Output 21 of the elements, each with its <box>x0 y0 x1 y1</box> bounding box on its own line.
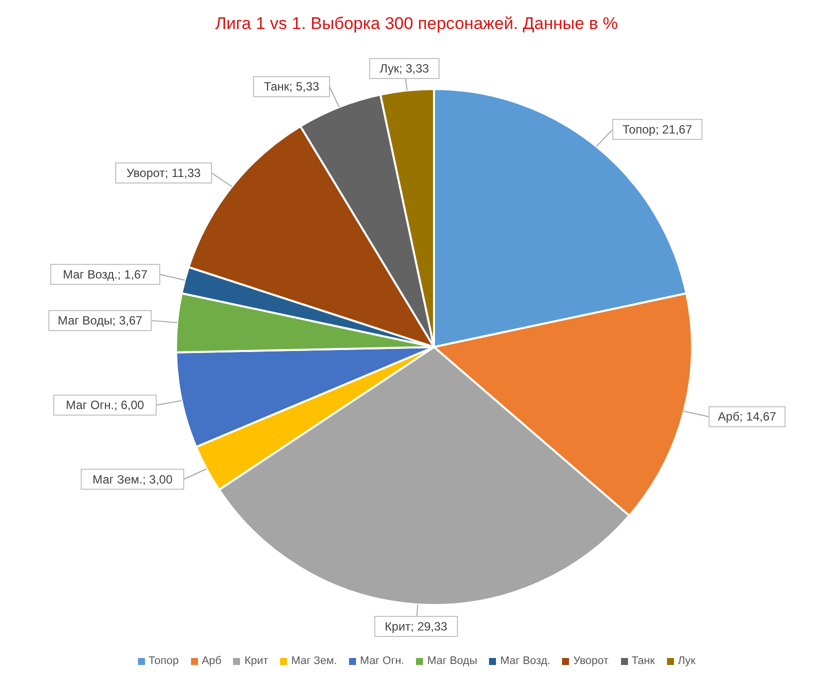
legend-label: Уворот <box>573 655 609 667</box>
legend-label: Лук <box>678 655 696 667</box>
data-label: Лук; 3,33 <box>380 62 430 76</box>
data-label: Маг Возд.; 1,67 <box>62 267 148 282</box>
chart-title: Лига 1 vs 1. Выборка 300 персонажей. Данные в % <box>214 14 619 34</box>
data-label: Маг Зем.; 3,00 <box>92 472 173 486</box>
data-label: Танк; 5,33 <box>264 80 320 94</box>
legend-label: Арб <box>202 655 222 667</box>
data-label: Крит; 29,33 <box>384 619 448 634</box>
data-label: Уворот; 11,33 <box>126 166 202 180</box>
legend-label: Маг Воды <box>427 655 478 667</box>
legend-label: Крит <box>244 655 268 667</box>
legend-label: Танк <box>632 655 655 667</box>
data-label: Маг Огн.; 6,00 <box>66 398 144 412</box>
data-label: Маг Воды; 3,67 <box>58 314 143 328</box>
data-label: Топор; 21,67 <box>622 122 692 136</box>
legend-label: Маг Зем. <box>291 655 338 667</box>
data-label: Арб; 14,67 <box>718 410 777 424</box>
legend-label: Маг Огн. <box>360 655 404 667</box>
legend-label: Топор <box>148 655 179 667</box>
legend-label: Маг Возд. <box>500 655 550 667</box>
